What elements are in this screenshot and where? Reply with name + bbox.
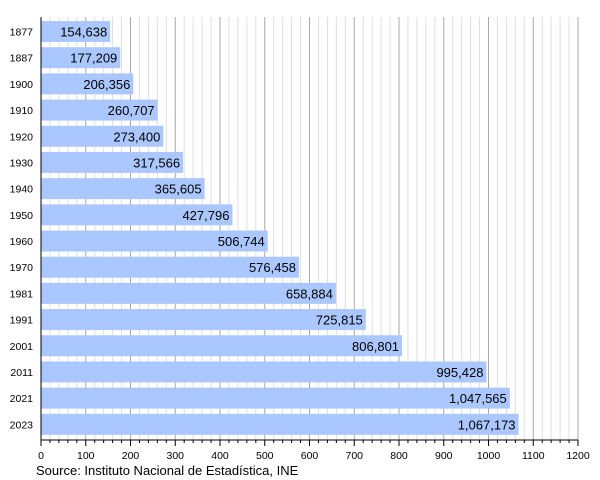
x-tick-label-700: 700: [345, 450, 363, 462]
x-tick-label-1000: 1000: [477, 450, 501, 462]
bar-2011: [41, 361, 487, 383]
data-label-1920: 273,400: [113, 129, 160, 144]
x-tick-label-1200: 1200: [566, 450, 590, 462]
y-tick-label-2001: 2001: [10, 341, 34, 353]
data-label-1887: 177,209: [70, 51, 117, 66]
y-tick-label-1940: 1940: [10, 184, 34, 196]
x-tick-label-100: 100: [77, 450, 95, 462]
data-label-2021: 1,047,565: [449, 391, 507, 406]
data-label-1877: 154,638: [60, 25, 107, 40]
y-tick-label-1960: 1960: [10, 236, 34, 248]
x-tick-label-0: 0: [38, 450, 44, 462]
bar-1950: [41, 204, 233, 226]
y-tick-label-1970: 1970: [10, 262, 34, 274]
bars: 154,638 177,209 206,356 260,707 273,400 317,5…: [41, 21, 519, 435]
data-label-1991: 725,815: [316, 313, 363, 328]
bar-1970: [41, 256, 299, 278]
data-label-1970: 576,458: [249, 260, 296, 275]
bar-1940: [41, 178, 205, 200]
y-tick-label-1900: 1900: [10, 79, 34, 91]
y-tick-label-1981: 1981: [10, 288, 34, 300]
y-tick-label-2021: 2021: [10, 393, 34, 405]
data-label-2001: 806,801: [352, 339, 399, 354]
bar-1920: [41, 125, 164, 147]
y-tick-label-2011: 2011: [10, 367, 33, 379]
data-label-1930: 317,566: [133, 155, 180, 170]
x-tick-label-200: 200: [122, 450, 140, 462]
y-tick-label-1930: 1930: [10, 157, 34, 169]
data-label-1950: 427,796: [182, 208, 229, 223]
x-tick-label-1100: 1100: [522, 450, 545, 462]
bar-1877: [41, 21, 111, 42]
bar-1960: [41, 230, 268, 252]
y-tick-label-1910: 1910: [10, 105, 34, 117]
data-label-1900: 206,356: [83, 77, 130, 92]
bar-1981: [41, 282, 336, 304]
bar-1910: [41, 99, 158, 121]
bar-1930: [41, 151, 184, 173]
data-label-2023: 1,067,173: [458, 417, 516, 432]
source-note: Source: Instituto Nacional de Estadístic…: [36, 463, 299, 478]
bar-2021: [41, 387, 510, 409]
x-tick-label-400: 400: [211, 450, 229, 462]
y-axis-labels: 1877 1887 1900 1910 1920 1930 1940 1950 1960 1970…: [10, 27, 34, 432]
y-tick-label-2023: 2023: [10, 419, 34, 431]
data-label-1981: 658,884: [286, 286, 333, 301]
x-tick-label-800: 800: [390, 450, 408, 462]
x-tick-label-500: 500: [256, 450, 274, 462]
x-tick-label-300: 300: [166, 450, 184, 462]
y-tick-label-1920: 1920: [10, 131, 34, 143]
bar-1887: [41, 47, 121, 69]
data-label-2011: 995,428: [436, 365, 483, 380]
y-tick-label-1991: 1991: [10, 315, 34, 327]
x-tick-label-600: 600: [301, 450, 319, 462]
x-axis: 0 100 200 300 400 500 600 700 800 900 1000 1100 1200: [38, 17, 590, 462]
data-label-1940: 365,605: [155, 182, 202, 197]
data-label-1960: 506,744: [218, 234, 265, 249]
y-tick-label-1877: 1877: [10, 27, 34, 39]
bar-1900: [41, 73, 134, 95]
bar-1991: [41, 309, 366, 331]
bar-2001: [41, 335, 403, 357]
x-tick-label-900: 900: [435, 450, 453, 462]
bar-2023: [41, 413, 519, 435]
y-tick-label-1950: 1950: [10, 210, 34, 222]
y-tick-label-1887: 1887: [10, 53, 34, 65]
data-label-1910: 260,707: [108, 103, 155, 118]
